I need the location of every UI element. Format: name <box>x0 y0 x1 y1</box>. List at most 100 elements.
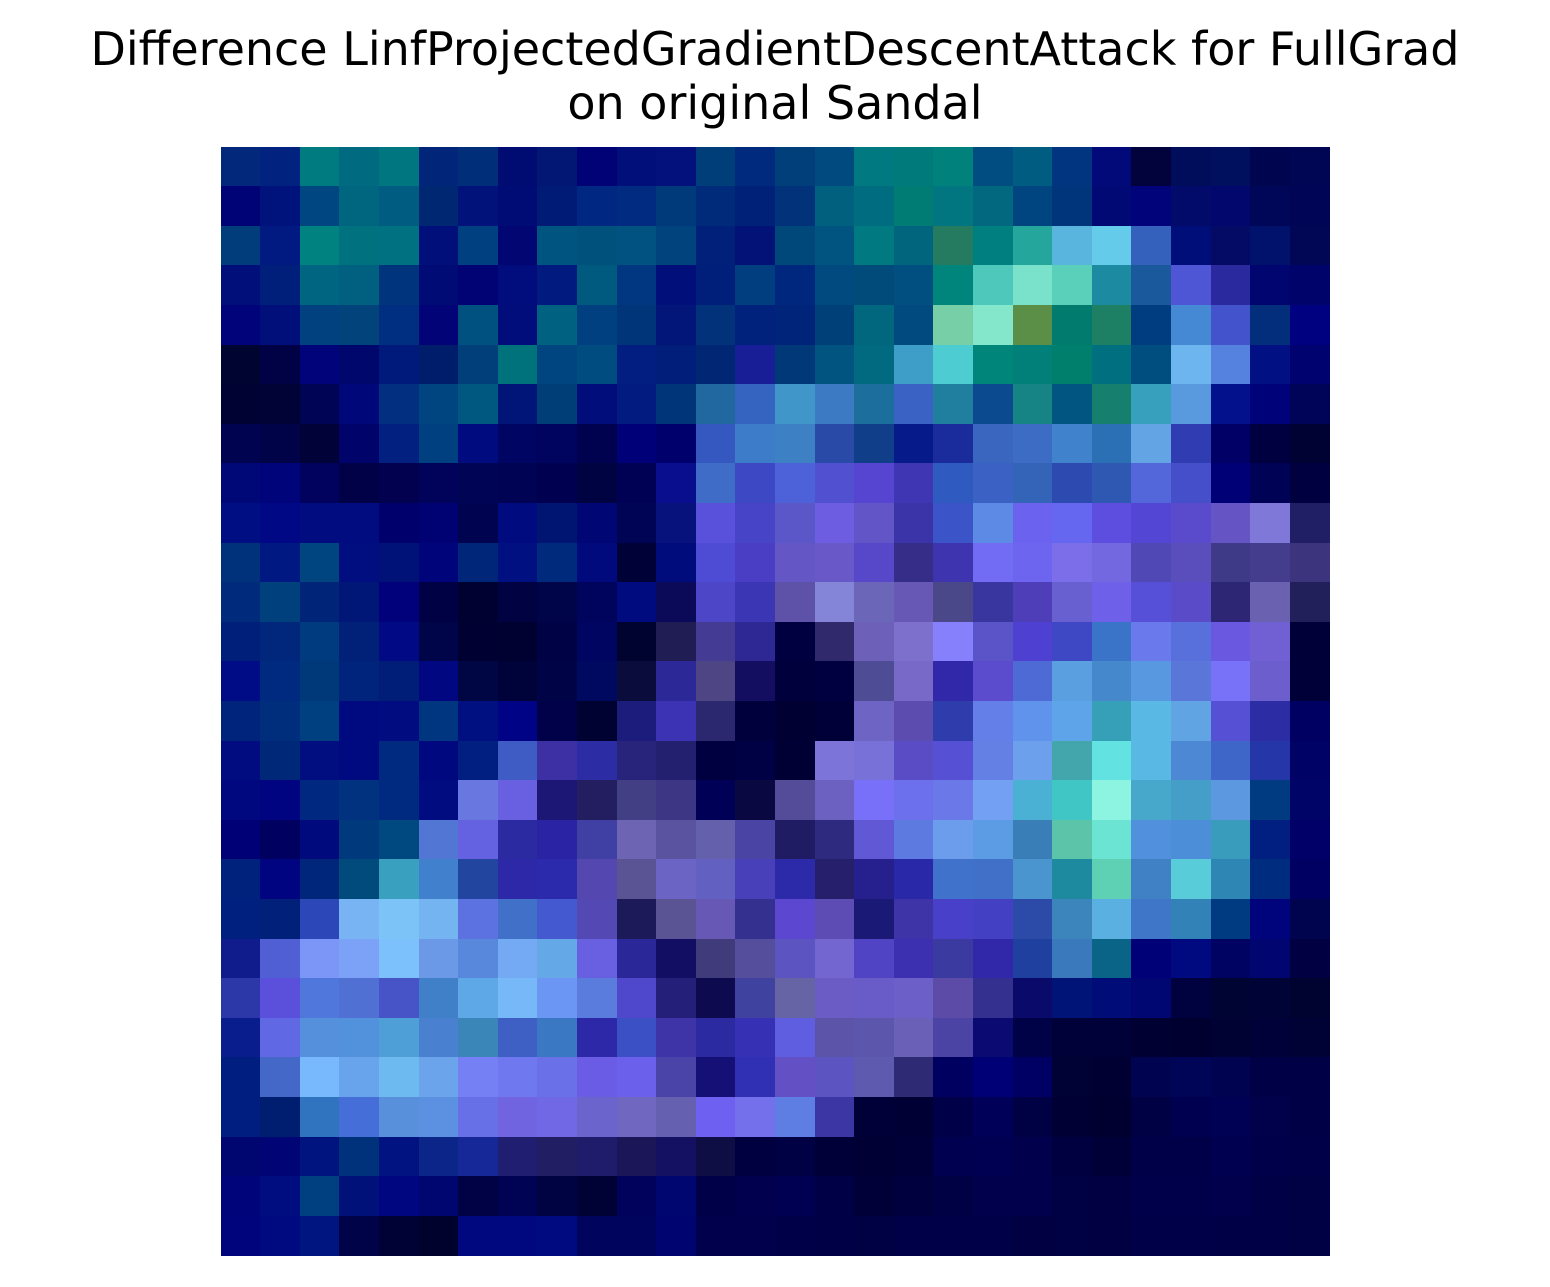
heatmap-cell <box>933 1137 974 1177</box>
heatmap-cell <box>1131 384 1172 425</box>
heatmap-cell <box>696 186 736 227</box>
heatmap-cell <box>498 226 538 266</box>
heatmap-cell <box>537 1057 578 1098</box>
heatmap-cell <box>300 661 340 702</box>
heatmap-cell <box>339 622 380 662</box>
heatmap-cell <box>894 384 934 425</box>
heatmap-cell <box>379 622 420 662</box>
heatmap-cell <box>815 780 855 821</box>
heatmap-cell <box>1092 226 1132 266</box>
heatmap-cell <box>458 503 499 544</box>
heatmap-cell <box>617 503 657 544</box>
heatmap-cell <box>300 1097 340 1138</box>
heatmap-cell <box>1092 1176 1132 1217</box>
heatmap-cell <box>1131 1216 1172 1256</box>
heatmap-cell <box>696 424 736 464</box>
heatmap-cell <box>933 582 974 623</box>
heatmap-cell <box>458 701 499 742</box>
heatmap-cell <box>775 859 816 900</box>
heatmap-cell <box>419 899 459 940</box>
heatmap-cell <box>1052 305 1093 346</box>
heatmap-cell <box>1171 186 1212 227</box>
heatmap-cell <box>1290 147 1330 187</box>
heatmap-cell <box>1250 424 1291 464</box>
heatmap-cell <box>1171 1097 1212 1138</box>
heatmap-cell <box>854 147 895 187</box>
heatmap-cell <box>498 1216 538 1256</box>
heatmap-cell <box>735 780 776 821</box>
heatmap-cell <box>775 978 816 1019</box>
heatmap-cell <box>458 859 499 900</box>
heatmap-cell <box>1211 265 1251 306</box>
heatmap-cell <box>1092 147 1132 187</box>
heatmap-cell <box>458 424 499 464</box>
heatmap-cell <box>300 345 340 385</box>
heatmap-cell <box>775 424 816 464</box>
heatmap-cell <box>1052 939 1093 979</box>
heatmap-cell <box>1013 661 1053 702</box>
heatmap-cell <box>854 622 895 662</box>
heatmap-cell <box>419 1057 459 1098</box>
heatmap-cell <box>1211 978 1251 1019</box>
heatmap-cell <box>339 1216 380 1256</box>
heatmap-cell <box>656 226 697 266</box>
heatmap-cell <box>894 1018 934 1058</box>
heatmap-cell <box>1131 265 1172 306</box>
heatmap-cell <box>458 1018 499 1058</box>
heatmap-cell <box>419 384 459 425</box>
heatmap-cell <box>775 1216 816 1256</box>
heatmap-cell <box>1013 424 1053 464</box>
heatmap-cell <box>735 899 776 940</box>
heatmap-cell <box>854 186 895 227</box>
heatmap-cell <box>696 463 736 504</box>
heatmap-cell <box>617 384 657 425</box>
heatmap-cell <box>933 345 974 385</box>
heatmap-cell <box>1052 226 1093 266</box>
heatmap-cell <box>1131 1137 1172 1177</box>
chart-title-line-2: on original Sandal <box>567 76 983 130</box>
heatmap-cell <box>419 820 459 860</box>
heatmap-cell <box>1092 820 1132 860</box>
heatmap-cell <box>1290 1057 1330 1098</box>
heatmap-cell <box>260 1137 301 1177</box>
heatmap-cell <box>419 543 459 583</box>
heatmap-cell <box>1290 345 1330 385</box>
heatmap-cell <box>1013 384 1053 425</box>
heatmap-cell <box>1250 1176 1291 1217</box>
heatmap-cell <box>656 820 697 860</box>
heatmap-cell <box>577 820 618 860</box>
heatmap-cell <box>537 1216 578 1256</box>
heatmap-cell <box>656 265 697 306</box>
heatmap-cell <box>1052 622 1093 662</box>
heatmap-cell <box>260 978 301 1019</box>
heatmap-cell <box>577 226 618 266</box>
heatmap-cell <box>458 582 499 623</box>
heatmap-cell <box>537 701 578 742</box>
heatmap-cell <box>1092 741 1132 781</box>
heatmap-cell <box>933 147 974 187</box>
heatmap-cell <box>1013 265 1053 306</box>
heatmap-cell <box>933 899 974 940</box>
heatmap-cell <box>260 1216 301 1256</box>
heatmap-cell <box>894 147 934 187</box>
heatmap-cell <box>577 1018 618 1058</box>
heatmap-cell <box>735 1137 776 1177</box>
heatmap-cell <box>775 265 816 306</box>
heatmap-cell <box>300 1216 340 1256</box>
heatmap-cell <box>815 1018 855 1058</box>
heatmap-cell <box>458 622 499 662</box>
heatmap-cell <box>735 939 776 979</box>
heatmap-cell <box>498 978 538 1019</box>
heatmap-cell <box>221 859 261 900</box>
heatmap-cell <box>894 820 934 860</box>
heatmap-cell <box>379 1057 420 1098</box>
heatmap-cell <box>498 305 538 346</box>
heatmap-cell <box>815 1057 855 1098</box>
heatmap-cell <box>1013 1018 1053 1058</box>
heatmap-cell <box>498 463 538 504</box>
heatmap-cell <box>854 345 895 385</box>
heatmap-cell <box>775 345 816 385</box>
heatmap-cell <box>1013 978 1053 1019</box>
heatmap-cell <box>339 1176 380 1217</box>
